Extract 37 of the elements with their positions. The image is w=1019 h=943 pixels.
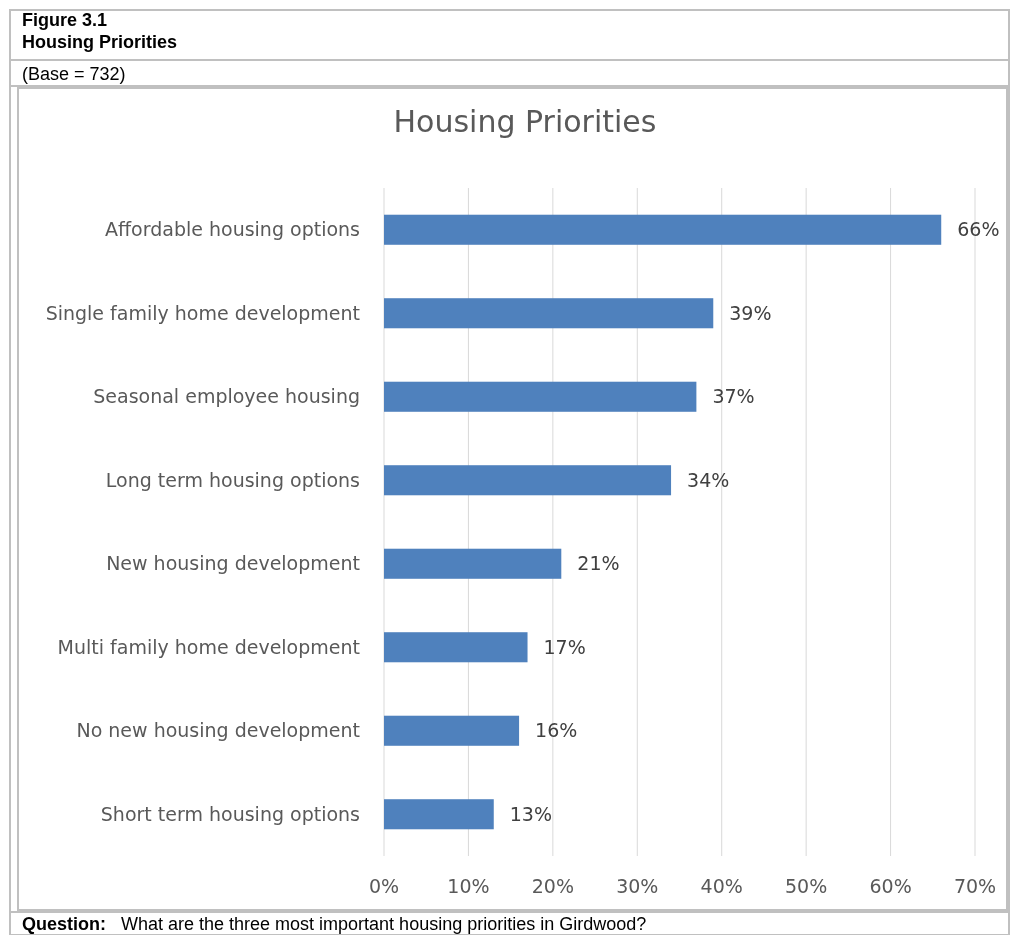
x-tick-label: 60% <box>869 874 912 897</box>
bar <box>384 799 494 830</box>
y-tick-label: Multi family home development <box>57 635 360 658</box>
y-tick-label: No new housing development <box>76 719 360 742</box>
bar <box>384 381 697 412</box>
caption: Figure 3.1 <box>22 10 108 30</box>
x-tick-label: 20% <box>531 874 574 897</box>
bar <box>384 298 714 329</box>
text: (Base = 732) <box>22 64 126 84</box>
x-tick-label: 40% <box>700 874 743 897</box>
x-tick-label: 50% <box>785 874 828 897</box>
data-label: 34% <box>687 468 730 491</box>
bar <box>384 214 942 245</box>
bar <box>384 715 520 746</box>
x-tick-label: 10% <box>447 874 490 897</box>
x-tick-label: 70% <box>953 874 997 897</box>
y-tick-label: Short term housing options <box>100 802 360 825</box>
y-tick-label: Long term housing options <box>105 468 360 491</box>
data-label: 39% <box>729 301 772 324</box>
bar <box>384 548 562 579</box>
text: Question: What are the three most important housing priorities in Girdwood? <box>22 914 647 934</box>
y-tick-label: Seasonal employee housing <box>93 385 360 408</box>
x-tick-label: 30% <box>616 874 659 897</box>
bar <box>384 465 672 496</box>
chart-title: Housing Priorities <box>393 104 657 139</box>
data-label: 37% <box>712 385 755 408</box>
y-tick-label: Affordable housing options <box>105 218 360 241</box>
data-label: 13% <box>509 802 552 825</box>
y-tick-label: Single family home development <box>45 301 360 324</box>
data-label: 16% <box>535 719 578 742</box>
y-tick-label: New housing development <box>106 552 360 575</box>
data-label: 17% <box>543 635 586 658</box>
bar <box>384 632 528 663</box>
data-label: 21% <box>577 552 620 575</box>
x-tick-label: 0% <box>368 874 400 897</box>
data-label: 66% <box>957 218 1000 241</box>
text: Housing Priorities <box>22 32 178 52</box>
